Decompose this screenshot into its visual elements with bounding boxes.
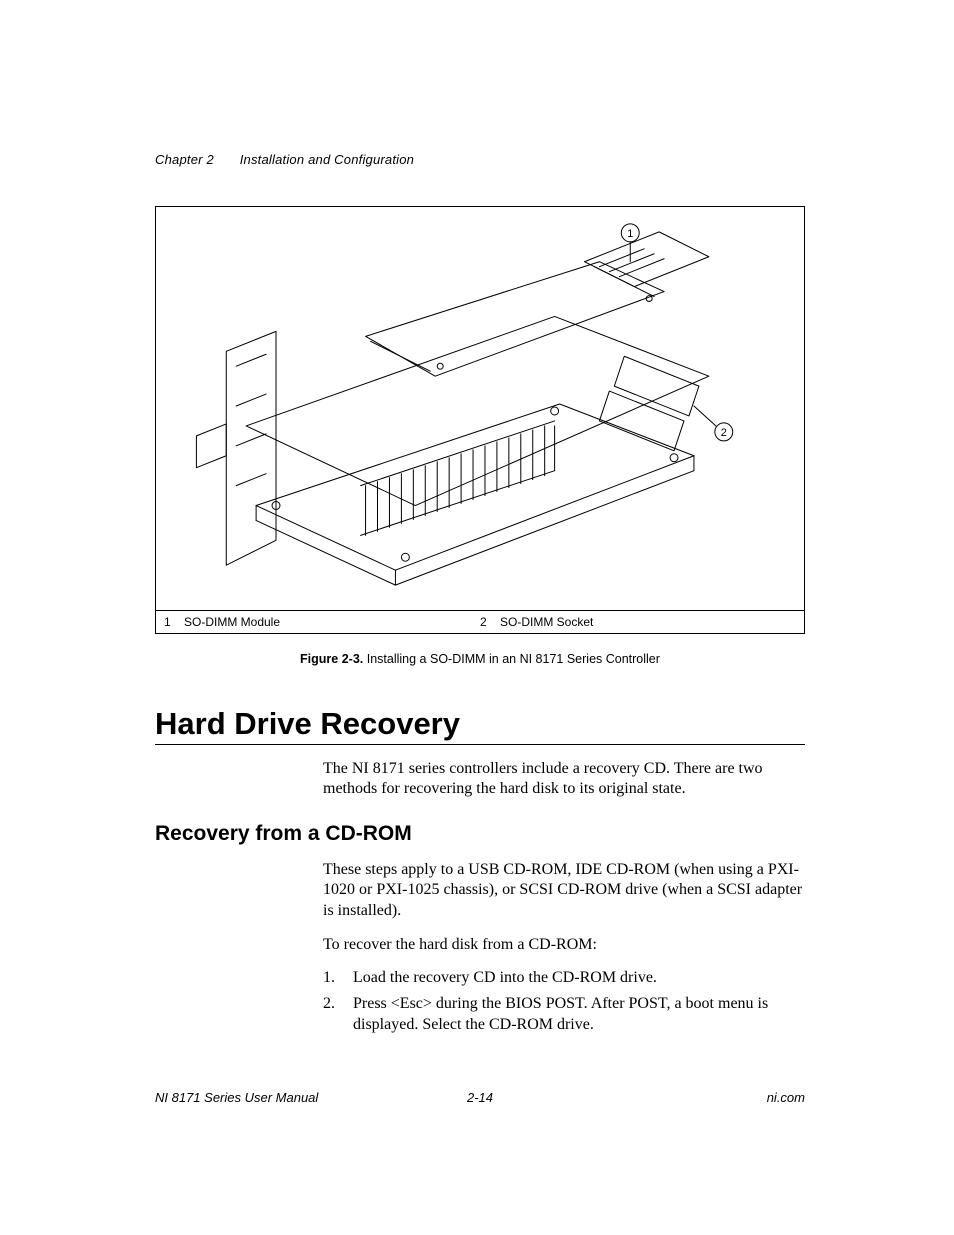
callout-1: 1 bbox=[627, 228, 633, 240]
figure-block: 1 2 1 SO-DIMM Module 2 SO-DIMM Socket Fi… bbox=[155, 206, 805, 666]
sub-intro-paragraph: These steps apply to a USB CD-ROM, IDE C… bbox=[323, 860, 805, 921]
step-1: Load the recovery CD into the CD-ROM dri… bbox=[323, 968, 805, 988]
legend-item-2: 2 SO-DIMM Socket bbox=[480, 615, 796, 629]
callout-2: 2 bbox=[721, 427, 727, 439]
sub-block: These steps apply to a USB CD-ROM, IDE C… bbox=[323, 860, 805, 1035]
running-header: Chapter 2 Installation and Configuration bbox=[155, 152, 414, 167]
figure-caption-text: Installing a SO-DIMM in an NI 8171 Serie… bbox=[367, 652, 660, 666]
legend-item-1: 1 SO-DIMM Module bbox=[164, 615, 480, 629]
chapter-title: Installation and Configuration bbox=[240, 152, 414, 167]
lead-in-paragraph: To recover the hard disk from a CD-ROM: bbox=[323, 935, 805, 955]
legend-num-2: 2 bbox=[480, 615, 500, 629]
page-footer: NI 8171 Series User Manual 2-14 ni.com bbox=[155, 1090, 805, 1105]
legend-num-1: 1 bbox=[164, 615, 184, 629]
sodimm-diagram: 1 2 bbox=[156, 207, 804, 610]
figure-frame: 1 2 bbox=[155, 206, 805, 611]
figure-legend: 1 SO-DIMM Module 2 SO-DIMM Socket bbox=[155, 611, 805, 634]
figure-caption-label: Figure 2-3. bbox=[300, 652, 363, 666]
legend-label-1: SO-DIMM Module bbox=[184, 615, 280, 629]
page: Chapter 2 Installation and Configuration bbox=[0, 0, 954, 1235]
intro-paragraph: The NI 8171 series controllers include a… bbox=[323, 759, 805, 800]
legend-label-2: SO-DIMM Socket bbox=[500, 615, 593, 629]
step-2: Press <Esc> during the BIOS POST. After … bbox=[323, 994, 805, 1035]
h1-hard-drive-recovery: Hard Drive Recovery bbox=[155, 706, 805, 745]
footer-center: 2-14 bbox=[155, 1090, 805, 1105]
intro-block: The NI 8171 series controllers include a… bbox=[323, 759, 805, 800]
steps-list: Load the recovery CD into the CD-ROM dri… bbox=[323, 968, 805, 1035]
figure-caption: Figure 2-3. Installing a SO-DIMM in an N… bbox=[155, 652, 805, 666]
h2-recovery-cdrom: Recovery from a CD-ROM bbox=[155, 822, 804, 846]
chapter-label: Chapter 2 bbox=[155, 152, 214, 167]
